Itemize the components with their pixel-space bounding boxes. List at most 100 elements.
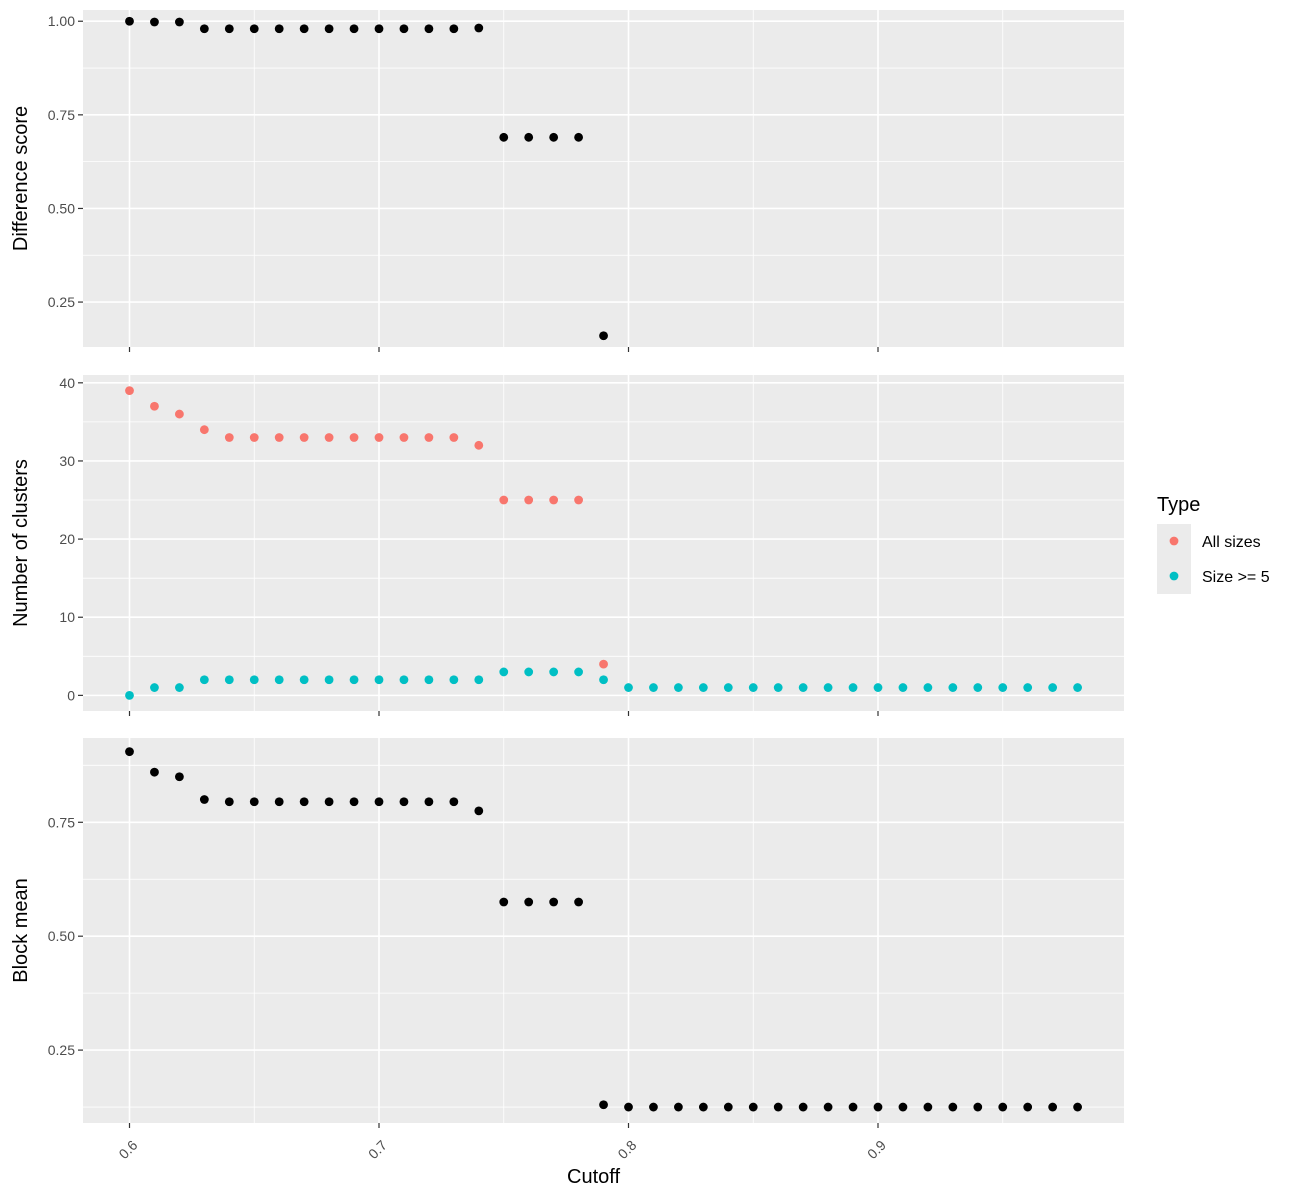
point-size-ge-5 [549, 667, 559, 677]
y-axis-title: Number of clusters [10, 459, 32, 627]
point-size-ge-5 [848, 683, 858, 692]
point-size-ge-5 [948, 683, 958, 692]
point-size-ge-5 [698, 683, 708, 692]
point-all-sizes [125, 386, 134, 396]
point-size-ge-5 [1023, 683, 1033, 692]
data-point [299, 24, 309, 34]
data-point [549, 132, 559, 142]
panel-background [83, 375, 1124, 711]
point-size-ge-5 [274, 675, 284, 685]
point-size-ge-5 [898, 683, 908, 692]
point-size-ge-5 [399, 675, 409, 685]
data-point [449, 797, 459, 807]
x-axis-title: Cutoff [567, 1166, 620, 1188]
data-point [624, 1102, 633, 1112]
point-size-ge-5 [224, 675, 234, 685]
panel-1: 0.25 0.50 0.75 1.00 Difference score [10, 10, 1124, 352]
data-point [798, 1102, 808, 1112]
y-axis-title: Block mean [10, 878, 32, 983]
point-all-sizes [574, 495, 583, 505]
legend: Type All sizes Size >= 5 [1157, 494, 1270, 594]
data-point [574, 132, 583, 142]
data-point [199, 24, 209, 34]
data-point [324, 797, 334, 807]
point-size-ge-5 [349, 675, 359, 685]
x-tick-label: 0.7 [365, 1137, 390, 1162]
point-size-ge-5 [374, 675, 384, 685]
point-size-ge-5 [998, 683, 1008, 692]
data-point [474, 23, 484, 33]
data-point [224, 24, 234, 34]
point-all-sizes [199, 425, 209, 435]
data-point [199, 795, 209, 804]
point-all-sizes [424, 433, 434, 442]
data-point [499, 132, 509, 142]
point-size-ge-5 [449, 675, 459, 685]
data-point [349, 24, 359, 34]
data-point [249, 797, 259, 807]
point-size-ge-5 [499, 667, 509, 677]
data-point [773, 1102, 783, 1112]
point-size-ge-5 [524, 667, 534, 677]
point-size-ge-5 [723, 683, 733, 692]
point-size-ge-5 [798, 683, 808, 692]
point-size-ge-5 [624, 683, 633, 692]
y-tick-label: 30 [59, 453, 75, 469]
data-point [474, 806, 484, 816]
y-tick-label: 0.50 [48, 200, 75, 216]
legend-marker [1169, 536, 1179, 546]
data-point [823, 1102, 833, 1112]
point-size-ge-5 [1048, 683, 1058, 692]
data-point [948, 1102, 958, 1112]
point-size-ge-5 [574, 667, 583, 677]
point-size-ge-5 [823, 683, 833, 692]
point-size-ge-5 [873, 683, 883, 692]
legend-title: Type [1157, 494, 1200, 516]
data-point [424, 24, 434, 34]
data-point [499, 897, 509, 907]
point-all-sizes [324, 433, 334, 442]
data-point [524, 132, 534, 142]
point-all-sizes [224, 433, 234, 442]
data-point [599, 1100, 608, 1110]
data-point [973, 1102, 983, 1112]
point-size-ge-5 [674, 683, 683, 692]
data-point [274, 24, 284, 34]
data-point [349, 797, 359, 807]
point-size-ge-5 [324, 675, 334, 685]
legend-label: All sizes [1202, 534, 1261, 551]
data-point [574, 897, 583, 907]
x-tick-label: 0.9 [864, 1137, 889, 1162]
y-tick-label: 40 [59, 375, 75, 391]
point-size-ge-5 [923, 683, 933, 692]
point-size-ge-5 [175, 683, 184, 692]
data-point [175, 17, 184, 27]
data-point [723, 1102, 733, 1112]
y-tick-label: 20 [59, 531, 75, 547]
point-size-ge-5 [424, 675, 434, 685]
data-point [224, 797, 234, 807]
data-point [674, 1102, 683, 1112]
data-point [449, 24, 459, 34]
data-point [848, 1102, 858, 1112]
legend-marker [1169, 571, 1179, 581]
data-point [399, 797, 409, 807]
data-point [424, 797, 434, 807]
data-point [150, 17, 159, 27]
point-size-ge-5 [599, 675, 608, 685]
point-all-sizes [499, 495, 509, 505]
data-point [1048, 1102, 1058, 1112]
point-all-sizes [349, 433, 359, 442]
data-point [1023, 1102, 1033, 1112]
data-point [923, 1102, 933, 1112]
panel-background [83, 10, 1124, 347]
data-point [125, 16, 134, 26]
y-tick-label: 0 [67, 687, 75, 703]
data-point [524, 897, 534, 907]
point-all-sizes [150, 401, 159, 411]
data-point [549, 897, 559, 907]
data-point [299, 797, 309, 807]
point-size-ge-5 [299, 675, 309, 685]
data-point [324, 24, 334, 34]
